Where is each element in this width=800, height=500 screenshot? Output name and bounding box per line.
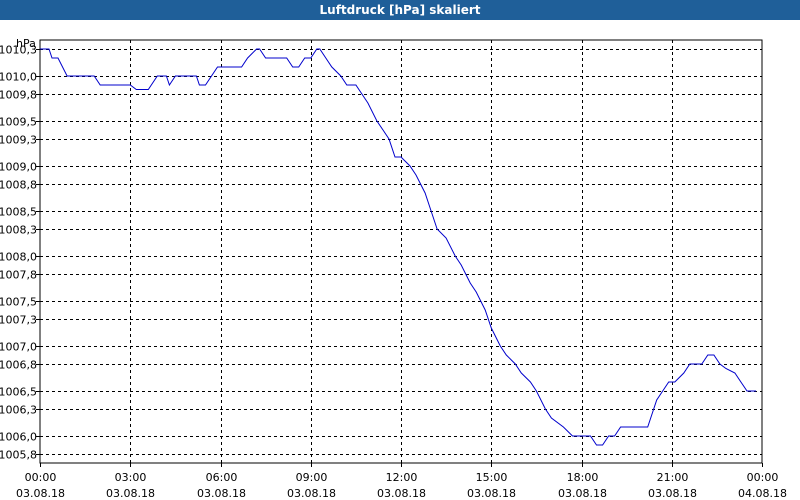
y-tick-label: 1008,8 — [0, 179, 37, 192]
y-tick-label: 1008,3 — [0, 224, 37, 237]
y-tick-label: 1007,5 — [0, 296, 37, 309]
pressure-series-line — [40, 48, 756, 446]
y-tick-label: 1009,8 — [0, 89, 37, 102]
y-tick-label: 1009,0 — [0, 161, 37, 174]
x-tick-date: 03.08.18 — [197, 487, 246, 500]
x-tick-time: 06:00 — [206, 471, 238, 484]
x-tick-time: 12:00 — [386, 471, 418, 484]
y-tick-label: 1006,5 — [0, 386, 37, 399]
x-tick-date: 03.08.18 — [558, 487, 607, 500]
y-tick-label: 1007,0 — [0, 341, 37, 354]
y-tick-label: 1007,8 — [0, 269, 37, 282]
y-tick-label: 1008,5 — [0, 206, 37, 219]
line-chart: 1005,8 1006,0 1006,3 1006,5 1006,8 1007,0 1007… — [0, 37, 787, 500]
x-tick-time: 00:00 — [25, 471, 57, 484]
y-tick-label: 1006,0 — [0, 431, 37, 444]
x-tick-time: 09:00 — [296, 471, 328, 484]
x-tick-date: 03.08.18 — [287, 487, 336, 500]
y-tick-label: 1010,0 — [0, 71, 37, 84]
y-tick-label: 1006,8 — [0, 359, 37, 372]
x-tick-time: 21:00 — [657, 471, 689, 484]
x-tick-time: 15:00 — [476, 471, 508, 484]
y-tick-label: 1010,3 — [0, 44, 37, 57]
x-tick-date: 03.08.18 — [106, 487, 155, 500]
y-tick-label: 1006,3 — [0, 404, 37, 417]
x-tick-time: 03:00 — [115, 471, 147, 484]
x-tick-time: 00:00 — [747, 471, 779, 484]
y-tick-label: 1007,3 — [0, 314, 37, 327]
x-tick-date: 03.08.18 — [648, 487, 697, 500]
y-axis-label: hPa — [16, 37, 36, 50]
x-tick-date: 03.08.18 — [16, 487, 65, 500]
y-tick-label: 1005,8 — [0, 449, 37, 462]
x-tick-date: 03.08.18 — [377, 487, 426, 500]
chart-title: Luftdruck [hPa] skaliert — [0, 0, 800, 20]
y-tick-label: 1009,5 — [0, 116, 37, 129]
x-tick-date: 04.08.18 — [738, 487, 787, 500]
x-tick-time: 18:00 — [567, 471, 599, 484]
x-tick-date: 03.08.18 — [467, 487, 516, 500]
y-tick-label: 1009,3 — [0, 134, 37, 147]
y-tick-label: 1008,0 — [0, 251, 37, 264]
